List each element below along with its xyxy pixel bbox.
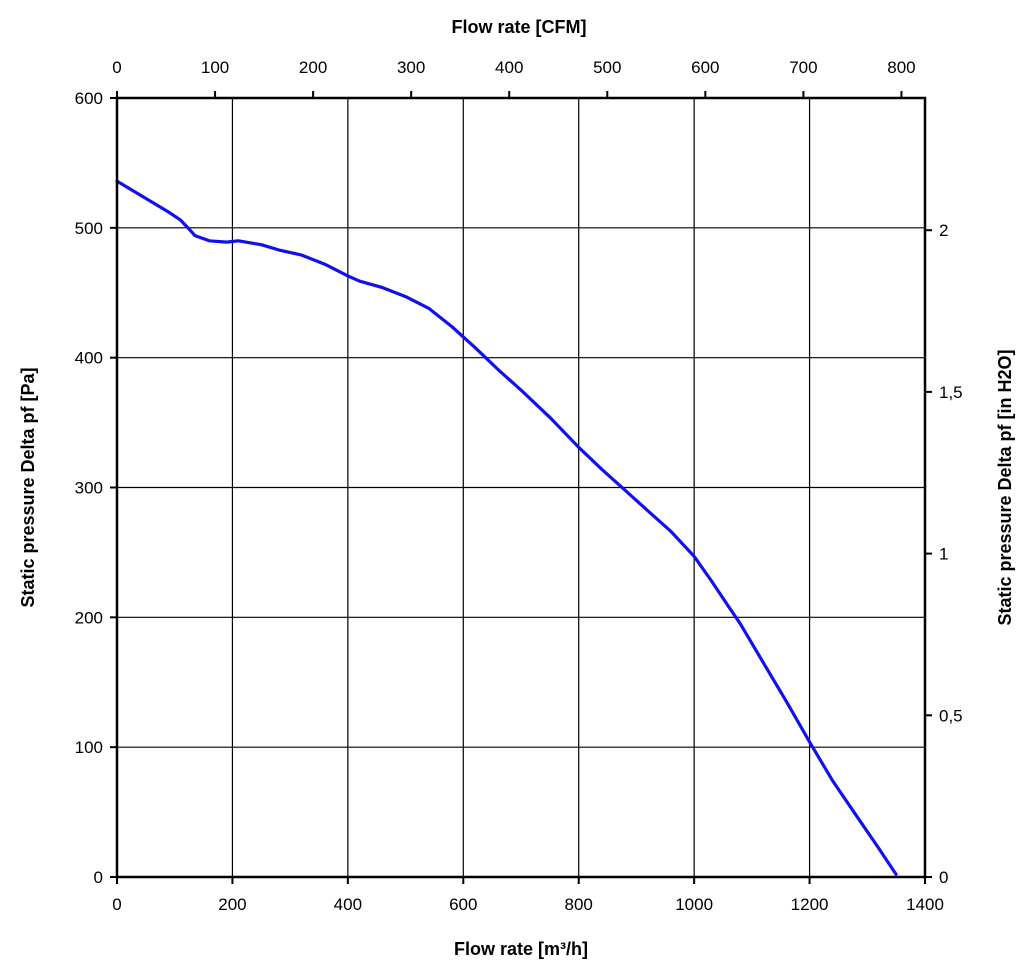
y-right-tick-label: 0,5 [939,706,963,725]
x-top-tick-label: 0 [112,58,121,77]
y-left-tick-label: 400 [75,349,103,368]
x-axis-top-title: Flow rate [CFM] [452,17,587,37]
x-top-tick-label: 300 [397,58,425,77]
y-left-tick-label: 200 [75,608,103,627]
x-axis-bottom-title: Flow rate [m³/h] [454,939,588,959]
x-top-tick-label: 200 [299,58,327,77]
x-top-tick-label: 800 [887,58,915,77]
x-top-tick-label: 700 [789,58,817,77]
x-bottom-tick-label: 600 [449,895,477,914]
x-top-tick-label: 600 [691,58,719,77]
y-left-tick-label: 500 [75,219,103,238]
x-bottom-tick-label: 1200 [791,895,829,914]
x-bottom-tick-label: 800 [565,895,593,914]
y-axis-right-title: Static pressure Delta pf [in H2O] [995,349,1015,625]
x-bottom-tick-label: 1400 [906,895,944,914]
pressure-curve-line [115,179,898,876]
y-right-tick-label: 1,5 [939,383,963,402]
y-left-tick-label: 0 [94,868,103,887]
y-left-tick-label: 600 [75,89,103,108]
x-bottom-tick-label: 1000 [675,895,713,914]
x-top-tick-label: 400 [495,58,523,77]
x-bottom-tick-label: 400 [334,895,362,914]
x-bottom-tick-label: 200 [218,895,246,914]
y-right-tick-label: 0 [939,868,948,887]
y-right-tick-label: 1 [939,545,948,564]
axis-ticks: 0 200 400 600 800 1000 1200 1400010020030040050… [75,58,963,914]
series-layer [115,179,898,876]
y-axis-left-title: Static pressure Delta pf [Pa] [18,367,38,607]
x-top-tick-label: 500 [593,58,621,77]
x-bottom-tick-label: 0 [112,895,121,914]
grid-lines [117,98,925,877]
y-left-tick-label: 300 [75,479,103,498]
y-left-tick-label: 100 [75,738,103,757]
x-top-tick-label: 100 [201,58,229,77]
y-right-tick-label: 2 [939,221,948,240]
